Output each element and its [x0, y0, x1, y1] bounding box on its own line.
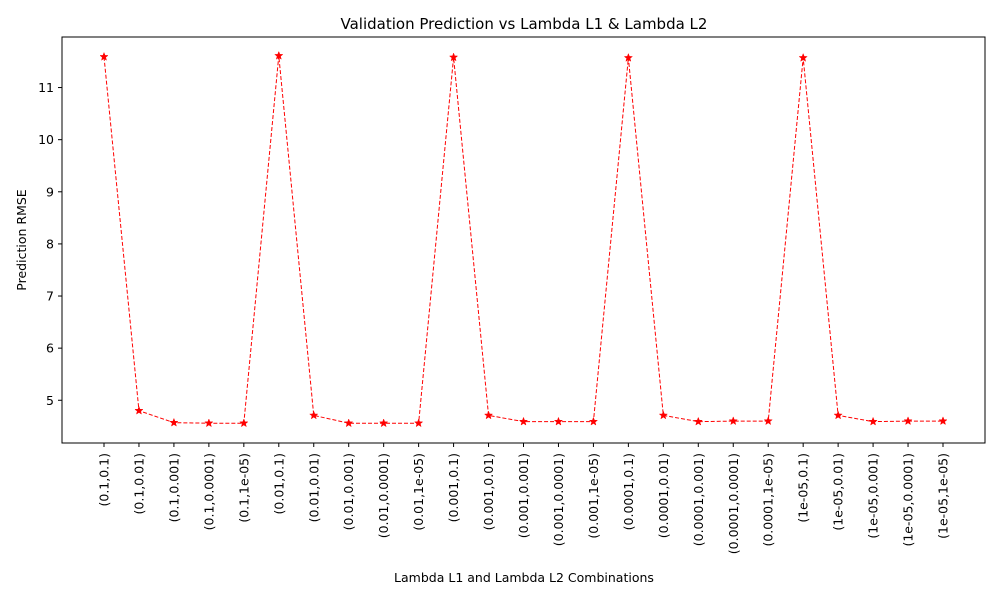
x-tick-label: (0.0001,0.0001): [726, 453, 741, 554]
data-point-marker: [868, 416, 878, 426]
x-tick-label: (0.001,0.0001): [551, 453, 566, 546]
data-point-marker: [344, 418, 354, 428]
data-point-marker: [903, 416, 913, 426]
x-tick-label: (0.01,0.0001): [376, 453, 391, 538]
data-point-marker: [518, 416, 529, 426]
x-tick-label: (1e-05,0.001): [866, 453, 881, 539]
x-tick-label: (1e-05,0.0001): [901, 453, 916, 547]
data-point-marker: [693, 416, 703, 426]
x-tick-label: (0.001,0.001): [516, 453, 531, 538]
x-tick-label: (0.001,0.1): [446, 453, 461, 522]
x-tick-label: (0.001,0.01): [481, 453, 496, 530]
data-point-marker: [728, 416, 738, 426]
x-tick-label: (0.0001,1e-05): [761, 453, 776, 547]
data-point-marker: [553, 416, 564, 426]
data-point-marker: [204, 418, 214, 428]
series-line: [103, 55, 943, 424]
x-tick-label: (0.0001,0.01): [656, 453, 671, 538]
x-tick-label: (1e-05,1e-05): [936, 453, 951, 539]
data-point-marker: [378, 418, 389, 428]
x-tick-label: (0.01,0.1): [271, 453, 286, 514]
x-tick-label: (0.1,1e-05): [236, 453, 251, 523]
data-point-marker: [274, 50, 284, 60]
plot-frame: [61, 36, 986, 444]
x-tick-label: (0.1,0.1): [97, 453, 112, 507]
chart-title: Validation Prediction vs Lambda L1 & Lam…: [341, 15, 708, 33]
x-tick-label: (0.01,0.01): [306, 453, 321, 522]
y-tick-label: 7: [46, 289, 54, 304]
x-tick-label: (0.1,0.0001): [201, 453, 216, 530]
x-tick-label: (0.01,1e-05): [411, 453, 426, 531]
data-point-marker: [99, 51, 109, 61]
data-point-marker: [623, 52, 634, 62]
x-axis-label: Lambda L1 and Lambda L2 Combinations: [394, 570, 654, 585]
data-point-marker: [798, 52, 808, 62]
data-point-marker: [169, 417, 179, 427]
data-point-marker: [938, 416, 948, 426]
y-axis-label: Prediction RMSE: [14, 189, 29, 290]
data-point-marker: [309, 410, 319, 420]
y-tick-label: 9: [46, 184, 54, 199]
data-point-marker: [763, 416, 773, 426]
y-tick-label: 11: [38, 80, 54, 95]
y-tick-label: 8: [46, 236, 54, 251]
x-tick-label: (0.0001,0.001): [691, 453, 706, 546]
data-point-marker: [413, 418, 424, 428]
data-point-marker: [833, 410, 843, 420]
data-point-marker: [588, 416, 599, 426]
x-tick-label: (0.01,0.001): [341, 453, 356, 530]
x-tick-label: (0.0001,0.1): [621, 453, 636, 530]
x-tick-label: (1e-05,0.01): [831, 453, 846, 531]
x-tick-label: (1e-05,0.1): [796, 453, 811, 523]
y-tick-label: 6: [46, 341, 54, 356]
data-point-marker: [448, 52, 459, 62]
x-tick-label: (0.1,0.01): [131, 453, 146, 514]
data-point-marker: [658, 410, 669, 420]
data-point-marker: [483, 410, 494, 420]
data-point-marker: [239, 418, 249, 428]
plot-area: 5 6 7 8 9 10 11 (0.1,0.1) (0.1,0.01) (0.1,0.001) (…: [38, 36, 986, 554]
x-tick-label: (0.001,1e-05): [586, 453, 601, 539]
data-point-marker: [134, 405, 144, 415]
x-tick-label: (0.1,0.001): [166, 453, 181, 522]
y-tick-label: 10: [38, 132, 54, 147]
y-tick-label: 5: [46, 393, 54, 408]
